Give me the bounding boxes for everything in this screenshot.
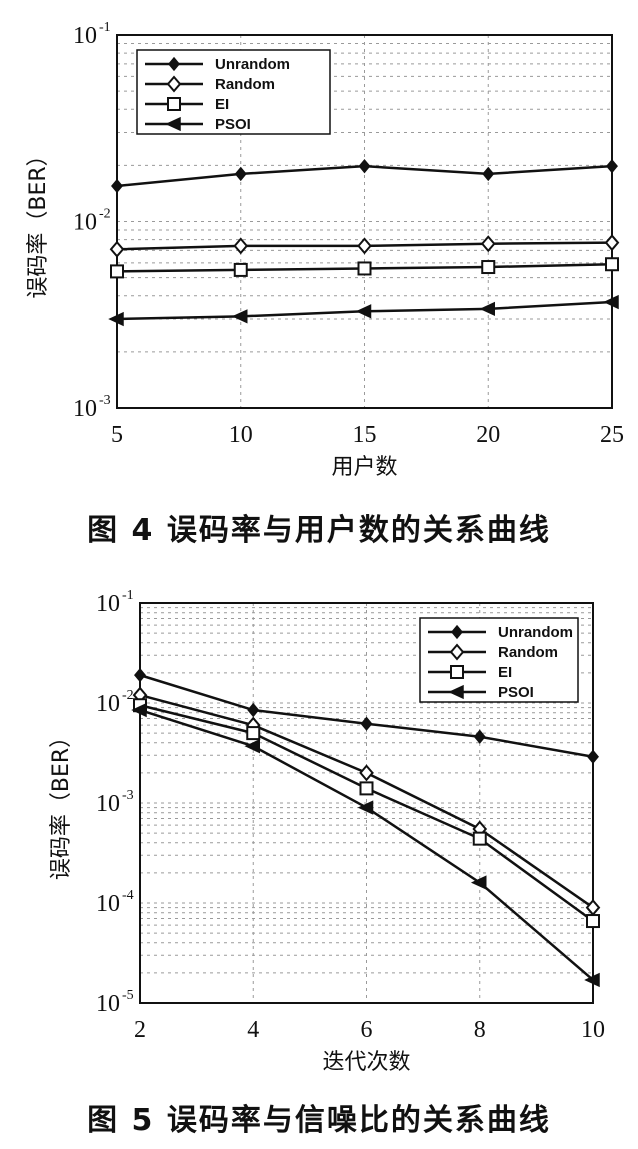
data-point (605, 257, 619, 272)
data-point (360, 716, 373, 731)
x-tick-label: 5 (111, 422, 123, 448)
series-unrandom (111, 159, 618, 194)
data-point (586, 914, 600, 929)
legend-marker (167, 97, 181, 111)
legend-label: Random (215, 76, 275, 93)
legend-label: PSOI (215, 116, 251, 133)
data-point (234, 166, 247, 182)
legend-marker (166, 75, 182, 93)
series-psoi (131, 702, 600, 988)
figure-5: 2 4 6 8 10 10 -1 10 -2 10 -3 10 -4 10 -5 迭代次数 误码率（BER） Un… (0, 575, 638, 1149)
legend-marker (450, 665, 464, 679)
data-point (358, 159, 371, 174)
data-point (134, 667, 146, 683)
x-axis-label: 迭代次数 (322, 1050, 410, 1075)
data-point (606, 159, 618, 174)
data-point (472, 831, 487, 846)
x-tick-label: 2 (134, 1017, 146, 1043)
data-point (131, 702, 147, 718)
data-point (357, 237, 372, 255)
data-point (246, 726, 261, 741)
data-point (355, 304, 372, 319)
data-point (470, 875, 487, 890)
y-axis-label: 误码率（BER） (26, 144, 51, 298)
x-tick-label: 6 (361, 1017, 373, 1043)
data-point (357, 800, 374, 815)
series-unrandom (134, 667, 599, 764)
y-tick-exponent: -2 (99, 207, 111, 222)
y-tick-exponent: -3 (122, 788, 134, 803)
plot-frame (139, 602, 594, 1004)
figure-5-caption: 图 5 误码率与信噪比的关系曲线 (87, 1103, 551, 1138)
y-tick-label: 10 (96, 991, 120, 1017)
x-tick-label: 25 (600, 422, 624, 448)
series-ei (110, 257, 619, 279)
figure-4-caption: 图 4 误码率与用户数的关系曲线 (87, 513, 551, 548)
legend-label: EI (215, 96, 229, 113)
data-point (357, 261, 372, 276)
y-tick-label: 10 (73, 396, 97, 422)
legend-marker (448, 684, 464, 700)
data-point (481, 260, 496, 275)
legend-marker (449, 643, 465, 661)
legend-label: EI (498, 664, 512, 681)
y-tick-label: 10 (96, 891, 120, 917)
legend-marker (165, 116, 181, 132)
x-tick-label: 8 (474, 1017, 486, 1043)
y-axis-label: 误码率（BER） (49, 726, 74, 880)
legend-marker (451, 624, 463, 640)
series-random (109, 234, 620, 258)
y-tick-label: 10 (96, 691, 120, 717)
y-tick-label: 10 (73, 23, 97, 49)
data-point (231, 309, 248, 324)
data-point (247, 702, 260, 718)
legend-label: PSOI (498, 684, 534, 701)
plot-frame (116, 34, 613, 409)
data-point (233, 262, 248, 277)
data-point (233, 237, 249, 255)
data-point (482, 166, 495, 182)
y-tick-label: 10 (96, 791, 120, 817)
x-tick-label: 10 (581, 1017, 605, 1043)
data-point (473, 729, 486, 744)
legend: Unrandom Random EI PSOI (136, 49, 331, 135)
y-tick-label: 10 (96, 591, 120, 617)
y-tick-exponent: -4 (122, 888, 134, 903)
y-tick-exponent: -1 (122, 588, 134, 603)
y-tick-label: 10 (73, 210, 97, 236)
data-point (111, 178, 123, 194)
legend: Unrandom Random EI PSOI (419, 617, 579, 703)
x-tick-label: 4 (247, 1017, 259, 1043)
data-point (110, 264, 124, 279)
x-tick-label: 15 (353, 422, 377, 448)
data-point (108, 311, 124, 327)
legend-label: Random (498, 644, 558, 661)
x-tick-label: 10 (229, 422, 253, 448)
y-tick-exponent: -3 (99, 393, 111, 408)
series-psoi (108, 294, 619, 327)
data-point (587, 749, 599, 764)
legend-label: Unrandom (498, 624, 573, 641)
data-point (604, 234, 620, 252)
x-axis-label: 用户数 (331, 455, 397, 480)
data-point (584, 972, 600, 988)
legend-marker (168, 56, 180, 72)
y-tick-exponent: -5 (122, 988, 134, 1003)
x-tick-label: 20 (476, 422, 500, 448)
data-point (109, 240, 125, 258)
data-point (359, 781, 374, 796)
data-point (479, 301, 495, 317)
data-point (603, 294, 619, 310)
data-point (359, 764, 374, 782)
y-tick-exponent: -2 (122, 688, 134, 703)
data-point (480, 235, 496, 253)
legend-label: Unrandom (215, 56, 290, 73)
data-point (244, 739, 260, 754)
y-tick-exponent: -1 (99, 20, 111, 35)
figure-4: 5 10 15 20 25 10 -1 10 -2 10 -3 用户数 误码率（BER） Unrandom… (0, 0, 638, 560)
